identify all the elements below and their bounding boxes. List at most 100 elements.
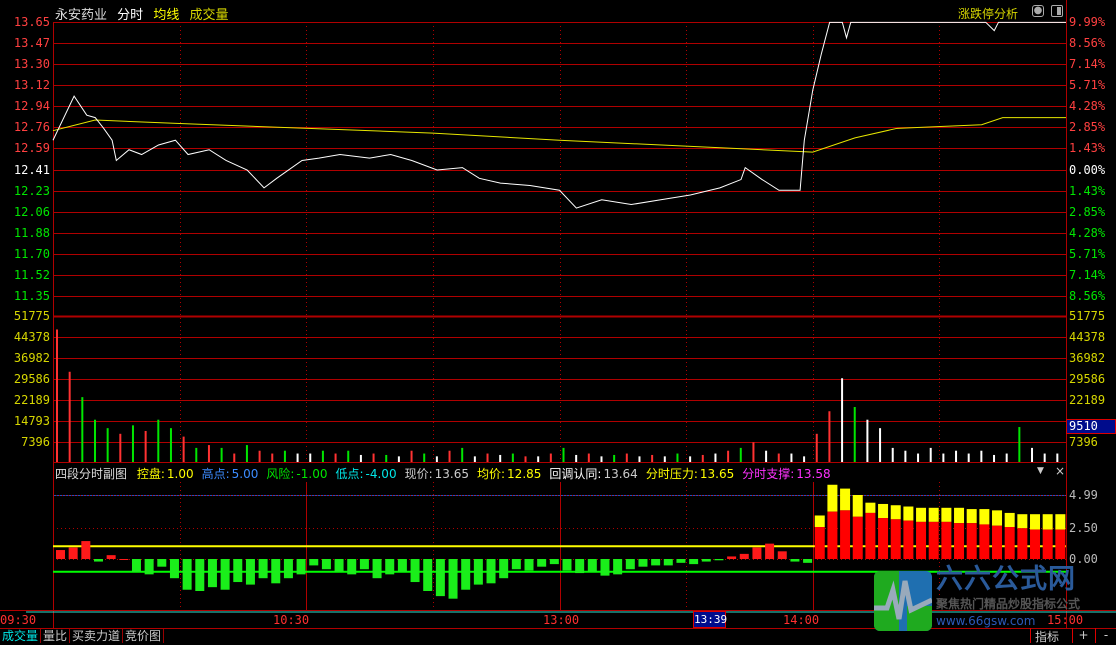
price-tick-label: 13.65 — [13, 15, 50, 29]
sub-upper-bar — [878, 503, 889, 519]
sub-upper-bar — [966, 509, 977, 524]
sub-lower-bar — [1017, 528, 1028, 559]
volume-tick-label-right: 51775 — [1069, 309, 1106, 323]
field-value: 5.00 — [231, 467, 259, 481]
sub-bar — [499, 559, 509, 579]
volume-bar — [144, 430, 147, 462]
volume-cursor-value: 9510 — [1066, 419, 1116, 434]
sub-bar — [689, 559, 699, 565]
sub-lower-bar — [852, 516, 863, 559]
sub-bar — [435, 559, 445, 597]
sub-bar — [663, 559, 673, 566]
volume-bar — [1043, 453, 1046, 462]
sub-bar — [803, 559, 813, 563]
bottom-tab[interactable]: 量比 — [41, 629, 71, 643]
sub-bar — [271, 559, 281, 584]
price-tick-label: 13.30 — [13, 57, 50, 71]
volume-tick-label-right: 7396 — [1069, 435, 1098, 449]
volume-bar — [220, 447, 223, 462]
volume-bar — [182, 436, 185, 462]
volume-bar — [714, 453, 717, 462]
sub-bar — [372, 559, 382, 579]
indicator-button[interactable]: 指标 — [1030, 628, 1070, 644]
sub-upper-bar — [916, 507, 927, 522]
volume-bar — [765, 450, 768, 462]
field-value: 13.64 — [603, 467, 638, 481]
sub-bar — [131, 559, 141, 572]
volume-bar — [739, 447, 742, 462]
volume-bar — [790, 453, 793, 462]
volume-tick-label: 44378 — [13, 330, 50, 344]
volume-tick-label: 29586 — [13, 372, 50, 386]
close-icon[interactable]: × — [1055, 464, 1066, 478]
price-tick-label: 12.59 — [13, 141, 50, 155]
sub-upper-bar — [1030, 514, 1041, 530]
percent-tick-label: 9.99% — [1069, 15, 1106, 29]
field-label: 控盘: — [136, 467, 165, 481]
sub-bar — [397, 559, 407, 572]
sub-axis-label: 0.00 — [1069, 552, 1098, 566]
volume-tick-label: 36982 — [13, 351, 50, 365]
sub-bar — [334, 559, 344, 572]
mode-label[interactable]: 分时 — [117, 8, 144, 23]
dropdown-arrow-icon[interactable]: ▼ — [1037, 466, 1044, 476]
sub-lower-bar — [966, 523, 977, 559]
sub-bar — [81, 541, 91, 559]
volume-bar — [701, 454, 704, 462]
sub-lower-bar — [954, 523, 965, 559]
bottom-tab[interactable]: 买卖力道 — [70, 629, 124, 643]
limit-analysis-button[interactable]: 涨跌停分析 — [958, 7, 1019, 21]
sub-bar — [790, 559, 800, 562]
volume-bar — [448, 450, 451, 462]
sub-bar — [283, 559, 293, 579]
price-tick-label: 11.70 — [13, 247, 50, 261]
sub-lower-bar — [890, 519, 901, 559]
volume-bar — [587, 453, 590, 462]
percent-tick-label: 4.28% — [1069, 99, 1106, 113]
zoom-in-button[interactable]: + — [1072, 628, 1094, 643]
avg-line-label[interactable]: 均线 — [153, 8, 180, 23]
volume-bar — [347, 450, 350, 462]
sub-lower-bar — [814, 527, 825, 559]
bottom-tab[interactable]: 竞价图 — [123, 629, 165, 643]
sub-bar — [385, 559, 395, 575]
zoom-out-button[interactable]: - — [1095, 628, 1116, 643]
time-tick-label: 13:00 — [543, 613, 580, 627]
volume-tick-label: 7396 — [21, 435, 50, 449]
sub-bar — [195, 559, 205, 591]
sub-bar — [106, 555, 116, 559]
volume-bar — [258, 450, 261, 462]
sub-bar — [207, 559, 217, 588]
sub-bar — [600, 559, 610, 576]
volume-bar — [245, 445, 248, 462]
panel-toggle-icon[interactable] — [1051, 5, 1063, 17]
sub-bar — [549, 559, 559, 565]
field-label: 高点: — [201, 467, 230, 481]
volume-bar — [385, 454, 388, 462]
sub-bar — [461, 559, 471, 590]
volume-bar — [195, 447, 198, 462]
volume-tick-label-right: 44378 — [1069, 330, 1106, 344]
stock-name: 永安药业 — [55, 8, 108, 23]
sub-upper-bar — [865, 502, 876, 513]
plus-circle-icon[interactable]: ● — [1032, 5, 1044, 17]
time-cursor: 13:39 — [693, 611, 728, 628]
sub-bar — [727, 556, 737, 559]
volume-label[interactable]: 成交量 — [189, 8, 229, 23]
sub-upper-bar — [827, 484, 838, 512]
percent-tick-label: 8.56% — [1069, 36, 1106, 50]
sub-bar — [651, 559, 661, 566]
sub-indicator-field: 风险: -1.00 — [266, 467, 329, 481]
volume-tick-label: 51775 — [13, 309, 50, 323]
sub-bar — [714, 559, 724, 561]
percent-tick-label: 2.85% — [1069, 120, 1106, 134]
sub-bar — [182, 559, 192, 590]
bottom-tab[interactable]: 成交量 — [0, 629, 42, 643]
sub-indicator-name[interactable]: 四段分时副图 — [55, 467, 128, 481]
price-tick-label: 11.35 — [13, 289, 50, 303]
logo-name: 六六公式网 — [936, 564, 1076, 595]
sub-bar — [701, 559, 711, 562]
sub-upper-bar — [852, 495, 863, 517]
volume-bar — [296, 453, 299, 462]
